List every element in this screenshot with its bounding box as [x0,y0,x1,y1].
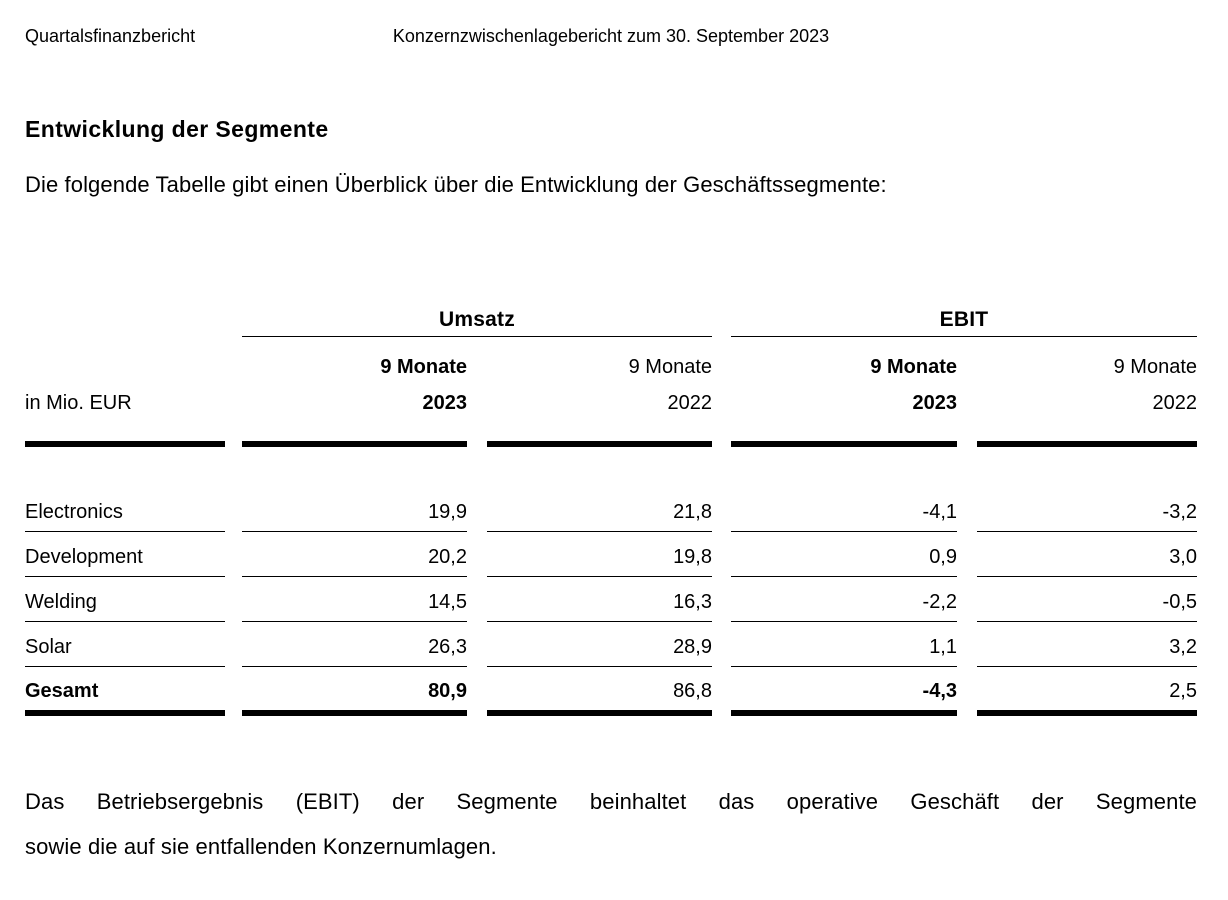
page-header: Quartalsfinanzbericht Konzernzwischenlag… [25,25,1197,48]
table-body-spacer [25,447,1197,487]
unit-label-cell: in Mio. EUR [25,337,225,447]
segment-label: Gesamt [25,667,225,716]
table-group-header-row: Umsatz EBIT [25,300,1197,337]
col-header-line2: 2023 [422,392,468,414]
group-header-umsatz: Umsatz [242,300,712,337]
table-row-development: Development 20,2 19,8 0,9 3,0 [25,532,1197,577]
value-cell: 20,2 [242,532,467,577]
col-header-umsatz-2022: 9 Monate 2022 [487,337,712,447]
value-cell: -0,5 [977,577,1197,622]
value-cell: 21,8 [487,487,712,532]
unit-label: in Mio. EUR [25,392,132,414]
table-subheader-row: in Mio. EUR 9 Monate 2023 9 Monate 2022 … [25,337,1197,447]
report-title: Konzernzwischenlagebericht zum 30. Septe… [392,26,830,46]
col-header-ebit-2023: 9 Monate 2023 [731,337,957,447]
col-header-line2: 2023 [912,392,958,414]
table-row-gesamt: Gesamt 80,9 86,8 -4,3 2,5 [25,667,1197,716]
table-row-solar: Solar 26,3 28,9 1,1 3,2 [25,622,1197,667]
group-header-ebit: EBIT [731,300,1197,337]
table-row-welding: Welding 14,5 16,3 -2,2 -0,5 [25,577,1197,622]
value-cell: -4,1 [731,487,957,532]
segments-table: Umsatz EBIT in Mio. EUR 9 Monate 2023 9 … [25,300,1197,716]
value-cell: 16,3 [487,577,712,622]
footnote-paragraph: Das Betriebsergebnis (EBIT) der Segmente… [25,779,1197,869]
value-cell: 1,1 [731,622,957,667]
value-cell: 3,2 [977,622,1197,667]
section-title: Entwicklung der Segmente [25,116,329,142]
report-type-label: Quartalsfinanzbericht [25,26,196,46]
col-header-line2: 2022 [667,392,713,414]
value-cell: 3,0 [977,532,1197,577]
value-cell: 14,5 [242,577,467,622]
value-cell: 80,9 [242,667,467,716]
value-cell: 28,9 [487,622,712,667]
col-header-line1: 9 Monate [870,356,957,378]
document-page: Quartalsfinanzbericht Konzernzwischenlag… [0,25,1228,900]
footnote-line1: Das Betriebsergebnis (EBIT) der Segmente… [25,789,1197,814]
col-header-line1: 9 Monate [380,356,467,378]
segment-label: Welding [25,577,225,622]
segment-label: Solar [25,622,225,667]
col-header-ebit-2022: 9 Monate 2022 [977,337,1197,447]
col-header-line1: 9 Monate [1113,356,1197,378]
segment-label: Electronics [25,487,225,532]
intro-paragraph: Die folgende Tabelle gibt einen Überblic… [25,172,887,197]
value-cell: 86,8 [487,667,712,716]
segment-label: Development [25,532,225,577]
value-cell: 19,9 [242,487,467,532]
value-cell: 0,9 [731,532,957,577]
value-cell: 19,8 [487,532,712,577]
footnote-line2: sowie die auf sie entfallenden Konzernum… [25,834,497,859]
value-cell: -3,2 [977,487,1197,532]
value-cell: -2,2 [731,577,957,622]
table-row-electronics: Electronics 19,9 21,8 -4,1 -3,2 [25,487,1197,532]
value-cell: -4,3 [731,667,957,716]
col-header-line2: 2022 [1152,392,1198,414]
col-header-umsatz-2023: 9 Monate 2023 [242,337,467,447]
col-header-line1: 9 Monate [628,356,712,378]
value-cell: 2,5 [977,667,1197,716]
group-header-spacer [25,300,225,337]
value-cell: 26,3 [242,622,467,667]
